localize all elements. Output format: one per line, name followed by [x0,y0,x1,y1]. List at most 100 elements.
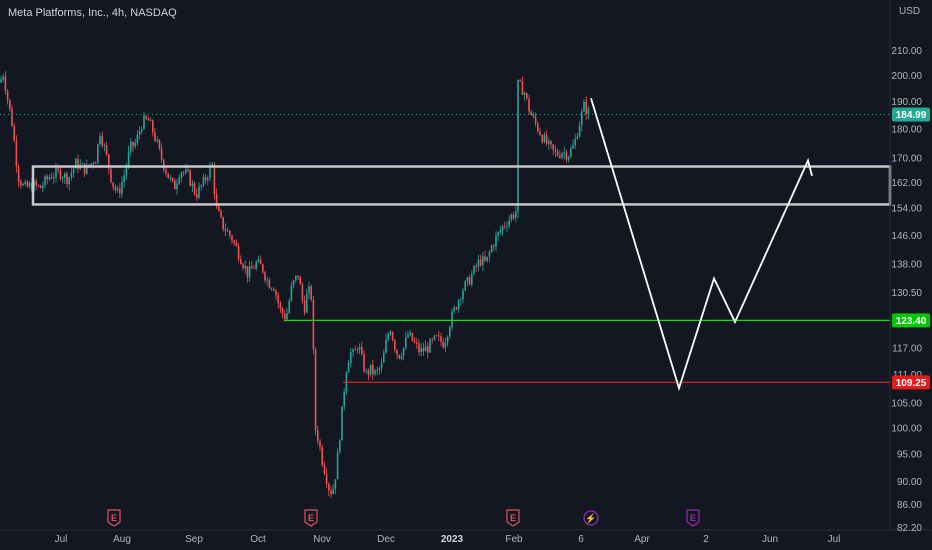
candle-body [328,483,330,491]
candle-body [484,256,486,261]
candle-body [68,177,70,185]
earnings-event-icon[interactable] [304,509,318,527]
candle-body [237,246,240,260]
candle-body [517,79,519,212]
candle-body [376,369,378,371]
candle-body [13,126,15,141]
candle-body [46,176,48,180]
candle-body [389,332,392,335]
candle-body [75,159,77,169]
candle-body [534,116,537,124]
candle-body [169,177,172,179]
candle-body [387,334,389,340]
candle-body [246,266,249,278]
candle-body [222,216,224,230]
candle-body [4,76,7,91]
candle-body [550,140,552,145]
candle-body [83,163,86,174]
candle-body [418,343,420,353]
candle-body [504,226,506,227]
candle-body [268,279,271,289]
projection-path[interactable] [590,97,813,392]
time-tick-label: Dec [377,534,395,545]
candle-body [44,176,46,186]
candle-body [130,141,132,152]
candle-body [301,284,304,301]
candle-body [158,139,161,149]
candle-body [310,286,312,300]
candle-body [336,452,339,480]
candle-body [488,252,491,257]
time-tick-label: 2023 [441,534,464,545]
candle-body [391,332,394,341]
candle-body [332,488,334,495]
candle-body [350,351,352,364]
candle-body [64,173,66,179]
split-event-icon[interactable] [583,510,599,526]
candle-body [493,245,495,247]
candle-body [339,440,341,453]
candle-body [468,277,471,285]
earnings-event-icon[interactable] [107,509,121,527]
time-tick-label: Jul [55,534,68,545]
candle-body [143,115,145,129]
candle-body [244,266,246,269]
candle-body [132,141,134,147]
candle-body [61,178,64,179]
time-axis[interactable]: Jul Aug Sep Oct Nov Dec 2023 Feb 6 Apr 2 Jun Jul [55,534,841,545]
candle-body [409,332,411,335]
candle-body [138,131,141,135]
candle-body [165,169,167,174]
candle-body [457,300,460,310]
candle-body [174,180,176,190]
candle-body [563,152,565,154]
price-tick-label: 200.00 [891,71,922,82]
candle-body [438,335,440,337]
earnings-event-label: E [510,513,516,523]
earnings-event-icon[interactable] [686,509,700,527]
candle-body [367,370,370,375]
candle-body [211,164,213,166]
candle-body [207,177,209,181]
candle-body [77,159,79,169]
candle-body [255,262,257,269]
candle-body [574,138,576,146]
candle-body [446,336,449,343]
candle-body [442,341,444,348]
candle-body [112,182,114,187]
candle-body [543,134,546,143]
earnings-event-icon[interactable] [506,509,520,527]
candle-body [149,120,152,122]
candle-body [299,277,301,285]
candle-body [361,346,363,355]
candle-body [477,259,480,267]
candle-body [193,183,196,195]
candle-body [303,300,306,313]
candle-body [372,364,374,375]
candle-body [224,229,227,232]
candle-body [196,194,198,198]
price-tick-label: 146.00 [891,231,922,242]
candle-body [264,272,266,281]
candle-body [572,145,574,149]
price-tick-label: 130.50 [891,288,922,299]
candle-body [110,168,112,183]
candle-body [321,446,323,465]
candle-body [167,173,169,179]
time-tick-label: Apr [634,534,650,545]
candle-body [108,154,110,169]
candle-body [407,334,409,338]
time-tick-label: 6 [578,534,584,545]
candle-body [499,230,502,233]
candle-body [178,177,180,184]
candle-body [497,232,499,236]
candle-body [506,226,508,227]
candle-body [185,169,187,173]
candle-body [473,265,475,275]
candle-body [521,81,524,95]
candle-body [55,168,57,178]
support-price-tag: 123.40 [896,316,927,327]
candle-body [422,348,425,352]
